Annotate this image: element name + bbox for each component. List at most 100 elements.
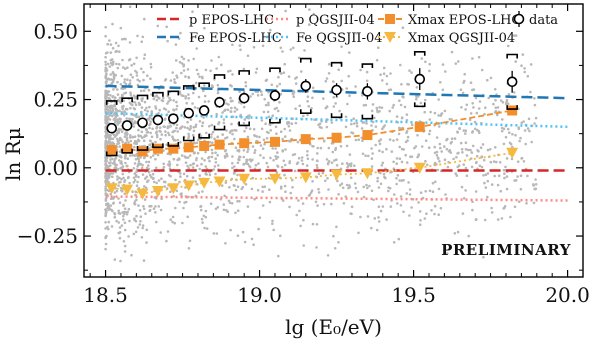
background-point	[428, 132, 431, 136]
background-point	[121, 58, 124, 62]
background-point	[194, 125, 197, 129]
background-point	[104, 139, 108, 142]
background-point	[261, 147, 265, 150]
background-point	[191, 102, 194, 105]
background-point	[408, 69, 411, 72]
background-point	[231, 43, 234, 47]
data-sys-bracket-bottom	[299, 109, 312, 114]
background-point	[325, 77, 329, 80]
background-point	[256, 188, 260, 192]
background-point	[178, 127, 182, 130]
background-point	[143, 100, 147, 104]
background-point	[493, 174, 497, 178]
background-point	[233, 165, 236, 168]
background-point	[288, 140, 292, 143]
background-point	[143, 108, 147, 112]
background-point	[371, 103, 375, 106]
background-point	[182, 57, 186, 61]
background-point	[143, 53, 147, 56]
background-point	[465, 154, 469, 157]
background-point	[180, 55, 184, 59]
background-point	[215, 67, 218, 70]
background-point	[395, 115, 399, 118]
background-point	[145, 241, 148, 244]
data-sys-bracket-bottom	[238, 121, 250, 127]
background-point	[134, 175, 138, 178]
background-point	[276, 155, 280, 159]
background-point	[341, 162, 344, 165]
background-point	[108, 65, 112, 68]
background-point	[147, 88, 151, 92]
background-point	[524, 142, 527, 146]
background-point	[193, 151, 196, 154]
background-point	[154, 107, 158, 110]
background-point	[127, 207, 131, 211]
background-point	[231, 166, 234, 170]
background-point	[509, 215, 512, 219]
background-point	[357, 231, 360, 235]
background-point	[420, 57, 424, 60]
background-point	[262, 138, 266, 142]
background-point	[486, 172, 490, 175]
background-point	[151, 177, 155, 180]
data-sys-bracket-top	[330, 61, 343, 67]
data-point	[269, 90, 281, 101]
background-point	[486, 148, 490, 152]
background-point	[123, 156, 127, 160]
background-point	[269, 28, 272, 32]
background-point	[236, 209, 240, 212]
background-point	[433, 145, 437, 149]
background-point	[447, 150, 451, 153]
background-point	[299, 224, 302, 228]
background-point	[289, 191, 293, 195]
background-point	[383, 124, 387, 127]
background-point	[337, 241, 340, 244]
background-point	[504, 135, 508, 139]
background-point	[211, 151, 214, 155]
background-point	[161, 99, 165, 103]
background-point	[434, 180, 437, 184]
background-point	[148, 116, 152, 119]
background-point	[222, 208, 226, 212]
background-point	[176, 138, 180, 142]
background-point	[158, 97, 161, 100]
background-point	[104, 187, 107, 190]
background-point	[132, 122, 135, 125]
background-point	[482, 255, 485, 259]
background-point	[284, 9, 287, 13]
background-point	[499, 99, 503, 102]
preliminary-annotation: PRELIMINARY	[441, 241, 571, 259]
background-point	[127, 175, 130, 179]
background-point	[271, 147, 275, 150]
background-point	[503, 172, 506, 175]
background-point	[120, 38, 124, 41]
background-point	[395, 162, 399, 165]
background-point	[126, 78, 129, 81]
background-point	[325, 158, 329, 161]
background-point	[372, 198, 375, 202]
background-point	[511, 145, 514, 149]
background-point	[288, 161, 291, 165]
background-point	[151, 154, 155, 157]
background-point	[236, 234, 240, 237]
background-point	[242, 163, 245, 166]
background-point	[182, 64, 185, 68]
background-point	[107, 227, 110, 231]
background-point	[313, 118, 316, 121]
xmax-qgsjet-line	[111, 151, 513, 195]
background-point	[201, 75, 204, 79]
background-point	[229, 228, 232, 232]
background-point	[327, 62, 331, 66]
background-point	[462, 129, 466, 132]
background-point	[456, 165, 460, 169]
background-point	[189, 125, 192, 128]
background-point	[128, 117, 131, 121]
background-point	[150, 169, 154, 173]
background-point	[107, 117, 110, 121]
background-point	[184, 161, 188, 164]
background-point	[471, 88, 474, 92]
background-point	[254, 71, 258, 74]
background-point	[471, 130, 475, 133]
background-point	[243, 129, 246, 133]
background-point	[470, 165, 474, 169]
